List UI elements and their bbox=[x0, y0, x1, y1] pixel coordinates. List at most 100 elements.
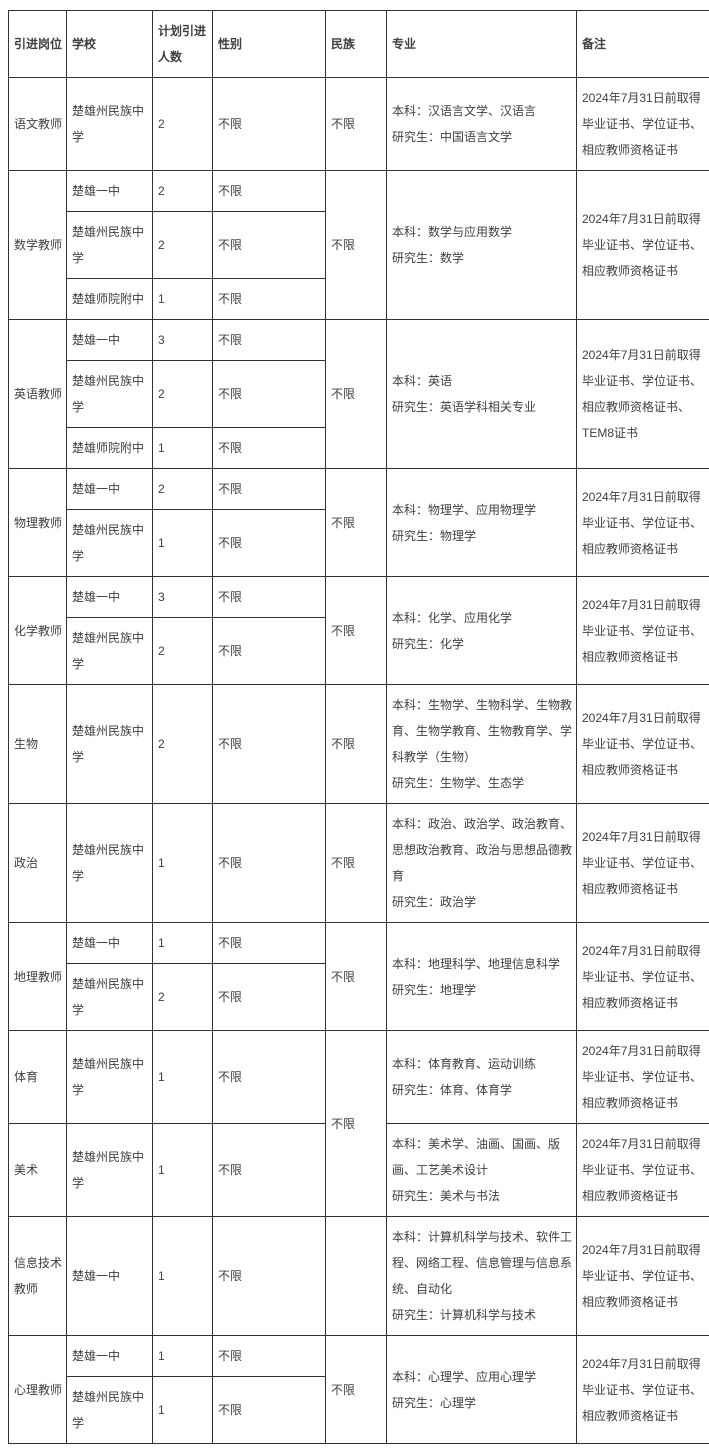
planned-count-cell: 1 bbox=[152, 509, 213, 577]
school-cell: 楚雄州民族中学 bbox=[66, 360, 153, 428]
school-cell: 楚雄州民族中学 bbox=[66, 77, 153, 171]
position-cell: 英语教师 bbox=[8, 319, 67, 469]
major-cell: 本科：政治、政治学、政治教育、思想政治教育、政治与思想品德教育 研究生：政治学 bbox=[386, 803, 577, 923]
gender-cell: 不限 bbox=[212, 1216, 326, 1336]
major-cell: 本科：地理科学、地理信息科学 研究生：地理学 bbox=[386, 922, 577, 1031]
position-cell: 美术 bbox=[8, 1123, 67, 1217]
table-body: 语文教师 楚雄州民族中学 2 不限 不限 本科：汉语言文学、汉语言 研究生：中国语言文学 2… bbox=[8, 77, 709, 1444]
table-row: 楚雄州民族中学 2 不限 bbox=[9, 211, 709, 279]
gender-cell: 不限 bbox=[212, 170, 326, 212]
table-row: 语文教师 楚雄州民族中学 2 不限 不限 本科：汉语言文学、汉语言 研究生：中国语言文学 2… bbox=[8, 77, 709, 171]
remark-cell: 2024年7月31日前取得毕业证书、学位证书、相应教师资格证书 bbox=[576, 922, 709, 1031]
remark-cell: 2024年7月31日前取得毕业证书、学位证书、相应教师资格证书 bbox=[576, 576, 709, 685]
table-row: 楚雄州民族中学 1 不限 bbox=[9, 1376, 709, 1444]
major-cell: 本科：英语 研究生：英语学科相关专业 bbox=[386, 319, 577, 469]
school-cell: 楚雄一中 bbox=[66, 170, 153, 212]
planned-count-cell: 1 bbox=[152, 1030, 213, 1124]
school-cell: 楚雄州民族中学 bbox=[66, 1123, 153, 1217]
planned-count-cell: 2 bbox=[152, 360, 213, 428]
planned-count-cell: 1 bbox=[152, 803, 213, 923]
major-cell: 本科：数学与应用数学 研究生：数学 bbox=[386, 170, 577, 320]
header-school: 学校 bbox=[66, 10, 153, 78]
table-row: 英语教师 楚雄一中 3 不限 不限 本科：英语 研究生：英语学科相关专业 2024年7月31… bbox=[8, 319, 709, 469]
major-cell: 本科：化学、应用化学 研究生：化学 bbox=[386, 576, 577, 685]
school-cell: 楚雄州民族中学 bbox=[66, 963, 153, 1031]
ethnicity-cell: 不限 bbox=[325, 77, 387, 171]
school-cell: 楚雄一中 bbox=[66, 1216, 153, 1336]
remark-cell: 2024年7月31日前取得毕业证书、学位证书、相应教师资格证书 bbox=[576, 77, 709, 171]
gender-cell: 不限 bbox=[212, 803, 326, 923]
planned-count-cell: 2 bbox=[152, 170, 213, 212]
table-header: 引进岗位 学校 计划引进人数 性别 民族 专业 备注 bbox=[8, 10, 709, 78]
position-cell: 政治 bbox=[8, 803, 67, 923]
planned-count-cell: 1 bbox=[152, 1216, 213, 1336]
remark-cell: 2024年7月31日前取得毕业证书、学位证书、相应教师资格证书 bbox=[576, 684, 709, 804]
major-cell: 本科：心理学、应用心理学 研究生：心理学 bbox=[386, 1335, 577, 1444]
gender-cell: 不限 bbox=[212, 319, 326, 361]
table-row: 楚雄州民族中学 1 不限 bbox=[9, 509, 709, 577]
ethnicity-cell: 不限 bbox=[325, 1030, 387, 1217]
table-row: 楚雄师院附中 1 不限 bbox=[9, 278, 709, 320]
school-cell: 楚雄州民族中学 bbox=[66, 803, 153, 923]
ethnicity-cell: 不限 bbox=[325, 170, 387, 320]
planned-count-cell: 2 bbox=[152, 468, 213, 510]
gender-cell: 不限 bbox=[212, 963, 326, 1031]
gender-cell: 不限 bbox=[212, 278, 326, 320]
planned-count-cell: 1 bbox=[152, 1123, 213, 1217]
ethnicity-cell: 不限 bbox=[325, 922, 387, 1031]
ethnicity-cell: 不限 bbox=[325, 576, 387, 685]
remark-cell: 2024年7月31日前取得毕业证书、学位证书、相应教师资格证书 bbox=[576, 1216, 709, 1336]
table-row: 心理教师 楚雄一中 1 不限 不限 本科：心理学、应用心理学 研究生：心理学 2024年7月… bbox=[8, 1335, 709, 1444]
school-cell: 楚雄一中 bbox=[66, 922, 153, 964]
school-cell: 楚雄师院附中 bbox=[66, 427, 153, 469]
planned-count-cell: 2 bbox=[152, 77, 213, 171]
table-row: 楚雄州民族中学 2 不限 bbox=[9, 360, 709, 428]
table-row: 楚雄州民族中学 2 不限 bbox=[9, 963, 709, 1031]
major-cell: 本科：汉语言文学、汉语言 研究生：中国语言文学 bbox=[386, 77, 577, 171]
school-cell: 楚雄一中 bbox=[66, 1335, 153, 1377]
planned-count-cell: 2 bbox=[152, 963, 213, 1031]
school-cell: 楚雄一中 bbox=[66, 319, 153, 361]
ethnicity-cell: 不限 bbox=[325, 468, 387, 577]
planned-count-cell: 1 bbox=[152, 1335, 213, 1377]
planned-count-cell: 2 bbox=[152, 617, 213, 685]
ethnicity-cell: 不限 bbox=[325, 319, 387, 469]
gender-cell: 不限 bbox=[212, 1376, 326, 1444]
planned-count-cell: 1 bbox=[152, 278, 213, 320]
remark-cell: 2024年7月31日前取得毕业证书、学位证书、相应教师资格证书、TEM8证书 bbox=[576, 319, 709, 469]
position-cell: 体育 bbox=[8, 1030, 67, 1124]
header-row: 引进岗位 学校 计划引进人数 性别 民族 专业 备注 bbox=[8, 10, 709, 78]
school-cell: 楚雄州民族中学 bbox=[66, 1030, 153, 1124]
ethnicity-cell: 不限 bbox=[325, 1335, 387, 1444]
position-cell: 地理教师 bbox=[8, 922, 67, 1031]
recruitment-table: 引进岗位 学校 计划引进人数 性别 民族 专业 备注 语文教师 楚雄州民族中学 2 不… bbox=[8, 10, 709, 1444]
remark-cell: 2024年7月31日前取得毕业证书、学位证书、相应教师资格证书 bbox=[576, 1123, 709, 1217]
remark-cell: 2024年7月31日前取得毕业证书、学位证书、相应教师资格证书 bbox=[576, 468, 709, 577]
school-cell: 楚雄州民族中学 bbox=[66, 684, 153, 804]
ethnicity-cell: 不限 bbox=[325, 803, 387, 923]
gender-cell: 不限 bbox=[212, 360, 326, 428]
position-cell: 语文教师 bbox=[8, 77, 67, 171]
remark-cell: 2024年7月31日前取得毕业证书、学位证书、相应教师资格证书 bbox=[576, 1335, 709, 1444]
gender-cell: 不限 bbox=[212, 1335, 326, 1377]
school-cell: 楚雄州民族中学 bbox=[66, 617, 153, 685]
major-cell: 本科：体育教育、运动训练 研究生：体育、体育学 bbox=[386, 1030, 577, 1124]
major-cell: 本科：生物学、生物科学、生物教育、生物学教育、生物教育学、学科教学（生物） 研究… bbox=[386, 684, 577, 804]
header-ethnicity: 民族 bbox=[325, 10, 387, 78]
planned-count-cell: 3 bbox=[152, 576, 213, 618]
header-planned-count: 计划引进人数 bbox=[152, 10, 213, 78]
gender-cell: 不限 bbox=[212, 509, 326, 577]
table-row: 数学教师 楚雄一中 2 不限 不限 本科：数学与应用数学 研究生：数学 2024年7月31日… bbox=[8, 170, 709, 320]
gender-cell: 不限 bbox=[212, 427, 326, 469]
position-cell: 生物 bbox=[8, 684, 67, 804]
gender-cell: 不限 bbox=[212, 211, 326, 279]
gender-cell: 不限 bbox=[212, 576, 326, 618]
table-row: 地理教师 楚雄一中 1 不限 不限 本科：地理科学、地理信息科学 研究生：地理学 2024年… bbox=[8, 922, 709, 1031]
gender-cell: 不限 bbox=[212, 617, 326, 685]
gender-cell: 不限 bbox=[212, 922, 326, 964]
remark-cell: 2024年7月31日前取得毕业证书、学位证书、相应教师资格证书 bbox=[576, 170, 709, 320]
planned-count-cell: 1 bbox=[152, 427, 213, 469]
gender-cell: 不限 bbox=[212, 468, 326, 510]
ethnicity-cell: 不限 bbox=[325, 684, 387, 804]
